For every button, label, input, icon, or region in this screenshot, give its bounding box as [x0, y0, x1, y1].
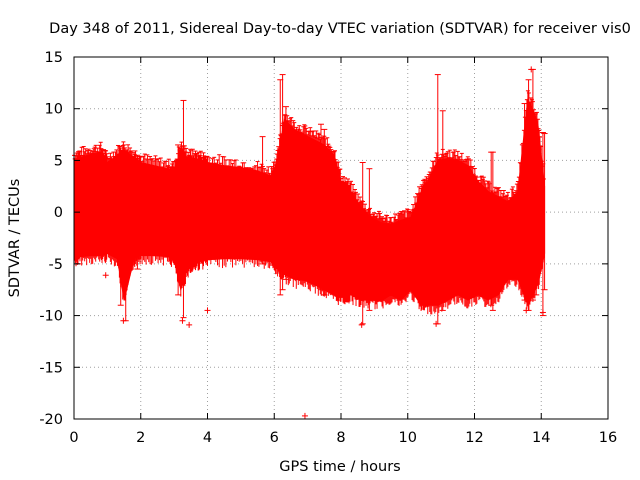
x-tick-label: 16 — [599, 430, 617, 446]
data-series — [72, 66, 548, 419]
y-axis-label: SDTVAR / TECUs — [7, 179, 23, 298]
chart-title: Day 348 of 2011, Sidereal Day-to-day VTE… — [49, 21, 631, 37]
y-tick-label: 5 — [54, 153, 63, 169]
x-tick-label: 6 — [270, 430, 279, 446]
axis-ticks: 0 2 4 6 8 10 12 14 16 -20 -15 -10 -5 0 5 10 15 — [39, 50, 617, 446]
plot-frame — [73, 56, 609, 420]
x-tick-label: 10 — [399, 430, 417, 446]
x-tick-label: 14 — [532, 430, 550, 446]
x-tick-label: 0 — [69, 430, 78, 446]
x-axis-label: GPS time / hours — [279, 459, 400, 475]
y-tick-label: -15 — [39, 360, 63, 376]
y-tick-label: 15 — [45, 50, 63, 66]
y-tick-label: 0 — [54, 205, 63, 221]
x-tick-label: 4 — [203, 430, 212, 446]
x-tick-label: 8 — [336, 430, 345, 446]
y-tick-label: -10 — [39, 309, 63, 325]
x-tick-label: 12 — [465, 430, 483, 446]
y-tick-label: 10 — [45, 102, 63, 118]
x-tick-label: 2 — [136, 430, 145, 446]
y-tick-label: -20 — [39, 412, 63, 428]
y-tick-label: -5 — [49, 257, 63, 273]
